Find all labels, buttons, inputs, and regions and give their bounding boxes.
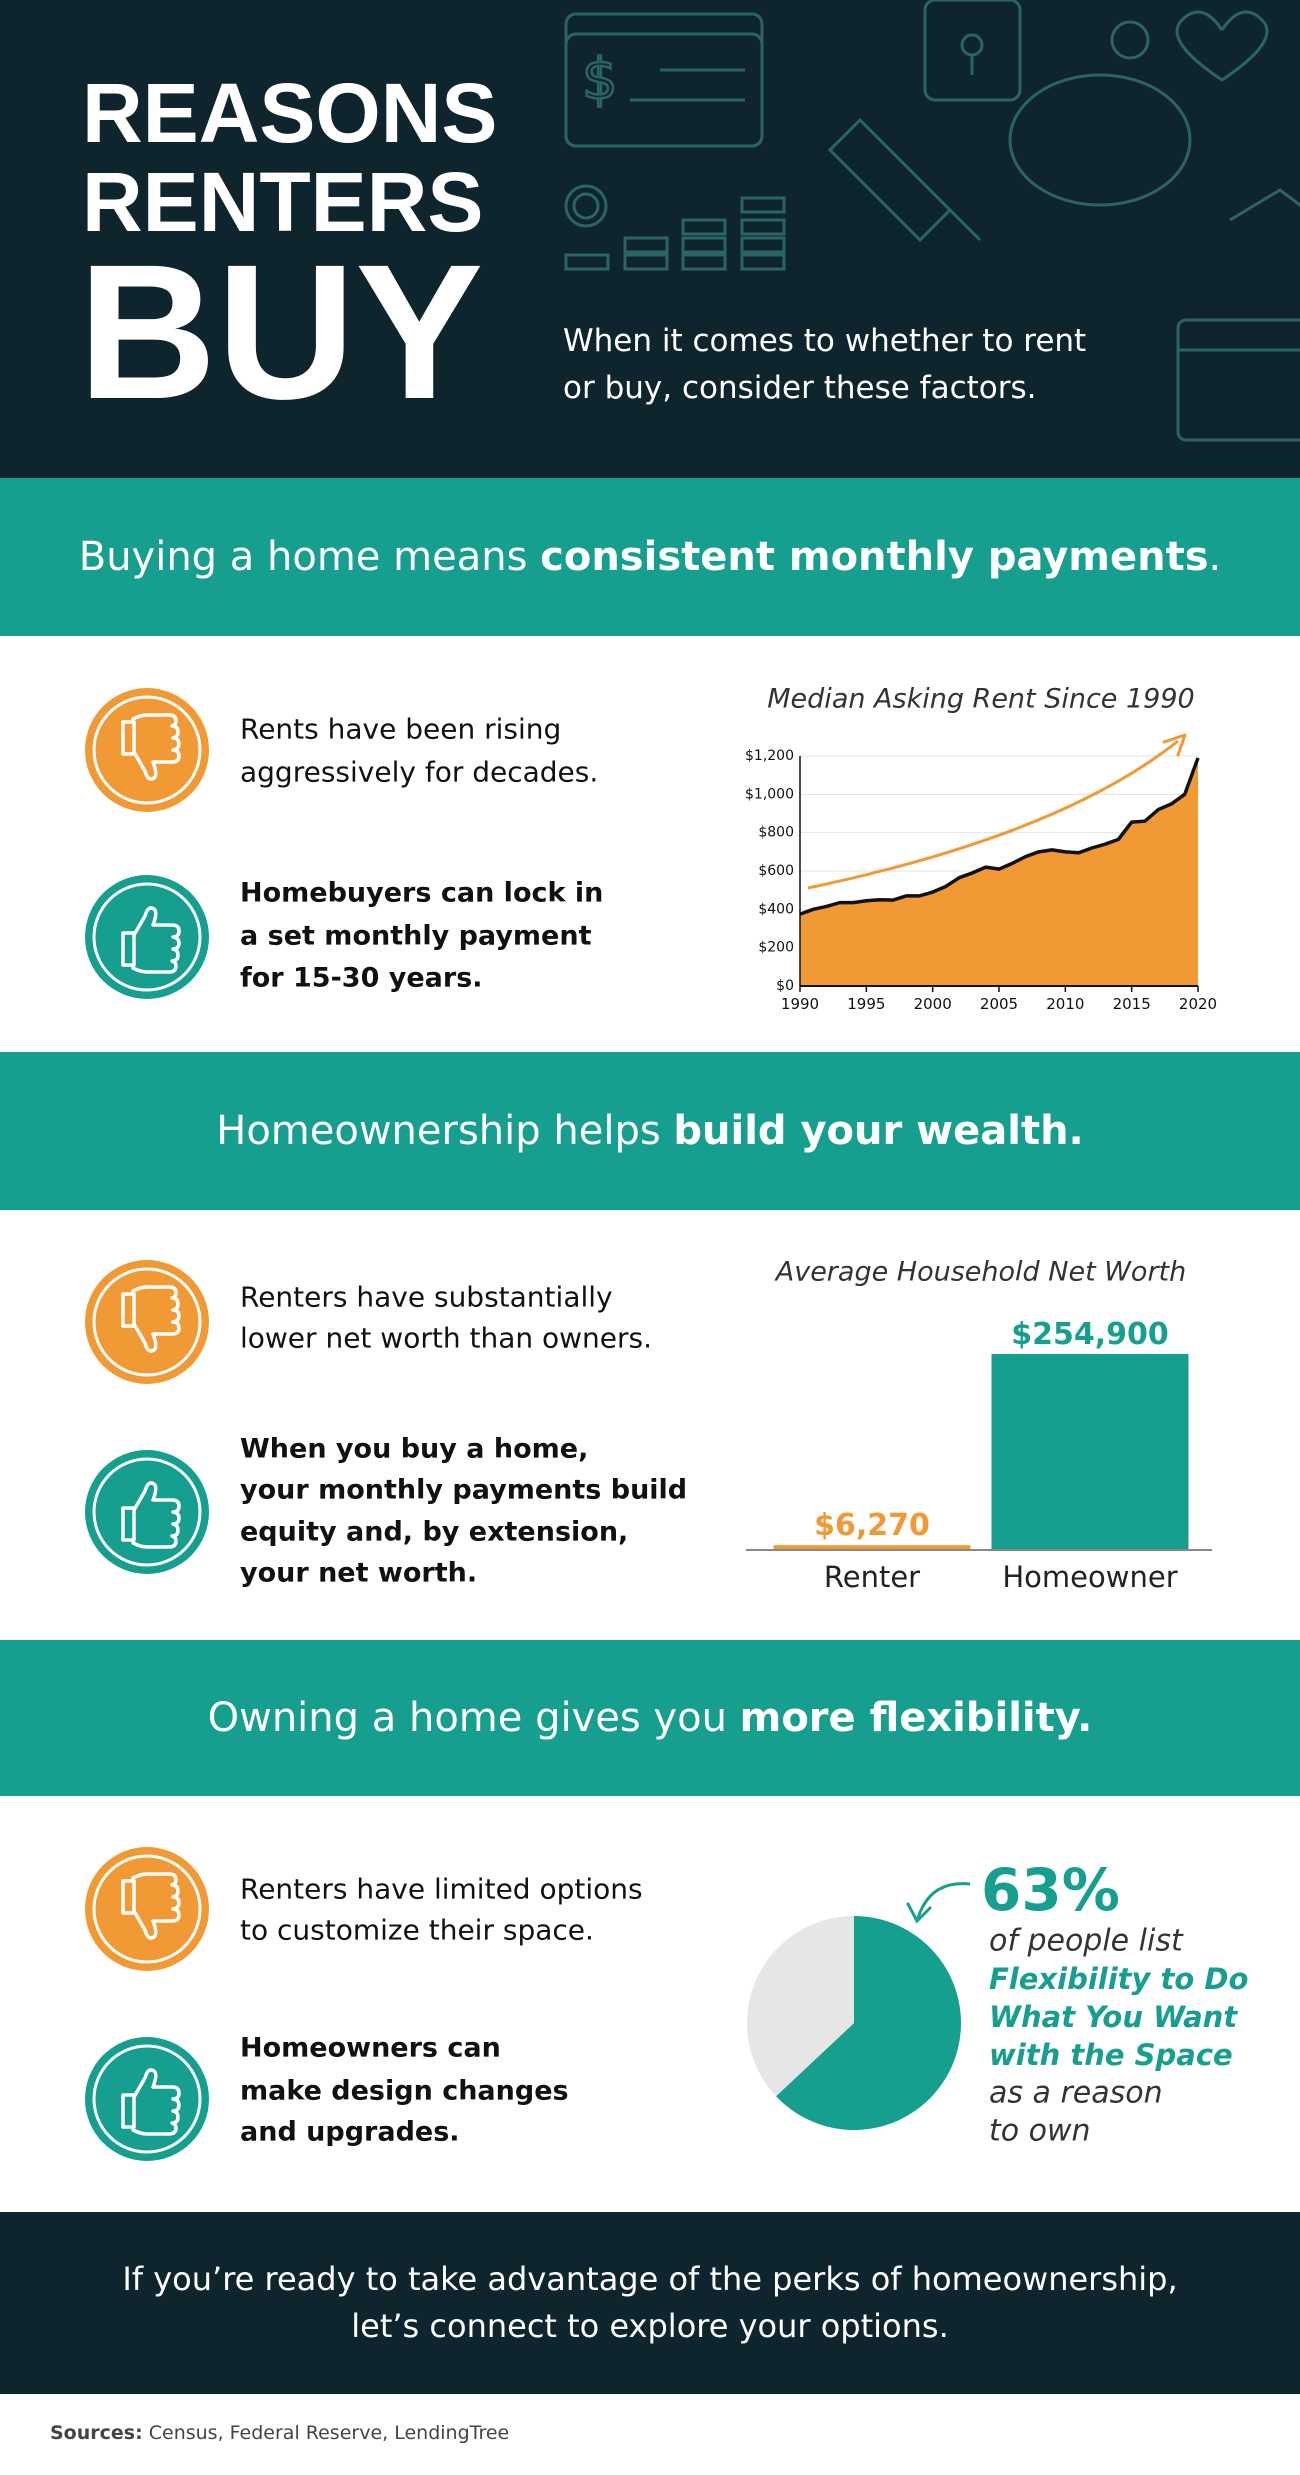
callout-arrow bbox=[916, 1882, 971, 1919]
pie-percent: 63% bbox=[981, 1856, 1120, 1924]
subtitle-line: When it comes to whether to rent bbox=[563, 323, 1086, 359]
annotation-text: as a reason bbox=[989, 2076, 1163, 2111]
callout-arrowhead bbox=[906, 1902, 932, 1924]
cta-background bbox=[0, 2212, 1300, 2394]
x-tick-label: 2005 bbox=[980, 995, 1018, 1013]
heading-part: more flexibility. bbox=[740, 1695, 1093, 1741]
value-label: $6,270 bbox=[814, 1508, 930, 1543]
icon-ring bbox=[92, 882, 202, 992]
category-label: Homeowner bbox=[1002, 1560, 1177, 1594]
section-heading: Buying a home means consistent monthly p… bbox=[79, 534, 1222, 580]
icon-circle bbox=[85, 875, 209, 999]
header-decoration: $ bbox=[564, 0, 1300, 442]
x-tick-label: 2020 bbox=[1179, 995, 1217, 1013]
pro-text: and upgrades. bbox=[240, 2117, 460, 2148]
chart-title: Median Asking Rent Since 1990 bbox=[767, 684, 1194, 715]
pro-text: When you buy a home, bbox=[240, 1434, 588, 1465]
section-heading: Owning a home gives you more flexibility… bbox=[208, 1695, 1093, 1741]
trend-arrowhead bbox=[1162, 733, 1187, 757]
cta-line: let’s connect to explore your options. bbox=[351, 2307, 948, 2345]
pro-text: your monthly payments build bbox=[240, 1475, 687, 1506]
title-line: RENTERS bbox=[82, 155, 483, 249]
thumbs-down-icon bbox=[85, 1847, 209, 1971]
x-tick-label: 2000 bbox=[914, 995, 952, 1013]
bar bbox=[773, 1545, 971, 1550]
sources-label: Sources: bbox=[50, 2422, 143, 2444]
heading-part: Homeownership helps bbox=[216, 1108, 673, 1154]
annotation-highlight: What You Want bbox=[989, 2000, 1238, 2034]
y-tick-label: $600 bbox=[758, 863, 794, 879]
sources-text: Census, Federal Reserve, LendingTree bbox=[143, 2422, 510, 2444]
cta-line: If you’re ready to take advantage of the… bbox=[122, 2260, 1177, 2298]
con-text: Renters have substantially bbox=[240, 1281, 613, 1314]
con-text: Rents have been rising bbox=[240, 713, 561, 746]
thumbs-up-icon bbox=[85, 1450, 209, 1574]
pro-text: make design changes bbox=[240, 2076, 569, 2107]
heading-part: build your wealth. bbox=[673, 1108, 1083, 1154]
svg-text:$: $ bbox=[582, 47, 618, 112]
y-tick-label: $400 bbox=[758, 901, 794, 917]
icon-ring bbox=[92, 1457, 202, 1567]
title-line: REASONS bbox=[82, 66, 497, 160]
heading-part: Buying a home means bbox=[79, 534, 540, 580]
pro-text: Homebuyers can lock in bbox=[240, 878, 603, 909]
sources: Sources: Census, Federal Reserve, Lendin… bbox=[50, 2422, 509, 2444]
section-band bbox=[0, 1052, 1300, 1210]
section-band bbox=[0, 1640, 1300, 1796]
icon-ring bbox=[92, 695, 202, 805]
pro-text: equity and, by extension, bbox=[240, 1517, 628, 1548]
icon-ring bbox=[92, 1854, 202, 1964]
pro-text: for 15-30 years. bbox=[240, 963, 483, 994]
bar bbox=[991, 1354, 1189, 1550]
chart-title: Average Household Net Worth bbox=[774, 1257, 1187, 1288]
pro-text: Homeowners can bbox=[240, 2033, 501, 2064]
y-tick-label: $800 bbox=[758, 825, 794, 841]
icon-circle bbox=[85, 1450, 209, 1574]
pro-text: a set monthly payment bbox=[240, 921, 592, 952]
icon-circle bbox=[85, 1260, 209, 1384]
section-band bbox=[0, 478, 1300, 636]
title-line: BUY bbox=[78, 224, 483, 439]
heading-part: Owning a home gives you bbox=[208, 1695, 740, 1741]
subtitle-line: or buy, consider these factors. bbox=[563, 370, 1037, 406]
icon-circle bbox=[85, 2037, 209, 2161]
area bbox=[800, 757, 1198, 986]
x-tick-label: 2015 bbox=[1113, 995, 1151, 1013]
annotation-highlight: with the Space bbox=[989, 2038, 1233, 2072]
con-text: lower net worth than owners. bbox=[240, 1322, 652, 1355]
y-tick-label: $200 bbox=[758, 940, 794, 956]
thumbs-down-icon bbox=[85, 688, 209, 812]
icon-ring bbox=[92, 1267, 202, 1377]
x-tick-label: 1990 bbox=[781, 995, 819, 1013]
line bbox=[799, 757, 1200, 916]
con-text: to customize their space. bbox=[240, 1914, 594, 1947]
thumbs-up-icon bbox=[85, 2037, 209, 2161]
x-tick-label: 2010 bbox=[1046, 995, 1084, 1013]
category-label: Renter bbox=[824, 1560, 920, 1594]
y-tick-label: $0 bbox=[776, 978, 794, 994]
heading-part: consistent monthly payments bbox=[540, 534, 1208, 580]
thumbs-up-icon bbox=[85, 875, 209, 999]
heading-part: . bbox=[1209, 534, 1222, 580]
con-text: aggressively for decades. bbox=[240, 756, 598, 789]
pro-text: your net worth. bbox=[240, 1558, 477, 1589]
icon-circle bbox=[85, 688, 209, 812]
y-tick-label: $1,200 bbox=[745, 748, 794, 764]
value-label: $254,900 bbox=[1011, 1317, 1169, 1352]
trend-arrow bbox=[807, 739, 1179, 890]
con-text: Renters have limited options bbox=[240, 1873, 643, 1906]
x-tick-label: 1995 bbox=[847, 995, 885, 1013]
icon-circle bbox=[85, 1847, 209, 1971]
section-heading: Homeownership helps build your wealth. bbox=[216, 1108, 1084, 1154]
annotation-highlight: Flexibility to Do bbox=[989, 1962, 1248, 1996]
y-tick-label: $1,000 bbox=[745, 786, 794, 802]
annotation-text: of people list bbox=[989, 1924, 1184, 1959]
pie-slice bbox=[747, 1916, 854, 2097]
icon-ring bbox=[92, 2044, 202, 2154]
thumbs-down-icon bbox=[85, 1260, 209, 1384]
pie-slice bbox=[776, 1916, 961, 2130]
annotation-text: to own bbox=[989, 2114, 1091, 2149]
